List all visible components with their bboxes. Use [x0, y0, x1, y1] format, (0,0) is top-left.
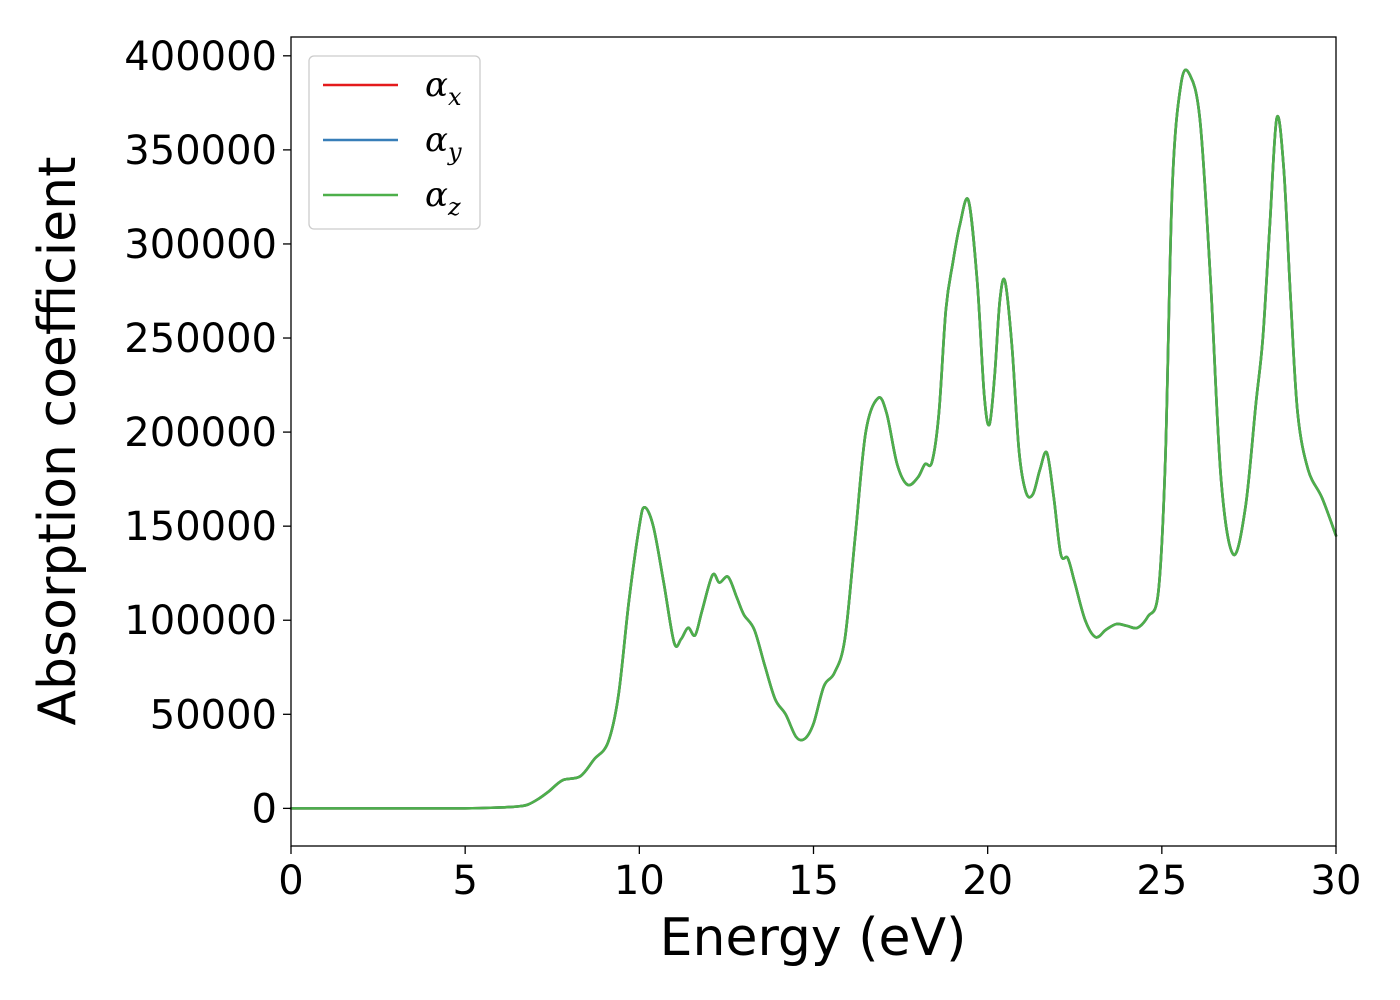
series-layer	[289, 68, 1338, 810]
legend-subscript: y	[447, 138, 462, 166]
y-tick-label: 100000	[124, 598, 277, 644]
legend-label-x: αx	[425, 65, 462, 111]
legend-label-y: αy	[425, 120, 462, 166]
y-tick-label: 250000	[124, 316, 277, 362]
legend-subscript: z	[447, 193, 461, 221]
y-tick-label: 150000	[124, 504, 277, 550]
legend-symbol: α	[425, 120, 448, 160]
y-tick-label: 200000	[124, 410, 277, 456]
legend-subscript: x	[448, 83, 462, 111]
x-tick-label: 0	[278, 858, 303, 904]
series-line-z	[289, 68, 1338, 810]
x-tick-label: 5	[452, 858, 477, 904]
x-tick-label: 10	[614, 858, 665, 904]
x-tick-label: 20	[962, 858, 1013, 904]
y-tick-label: 0	[252, 786, 277, 832]
legend-label-z: αz	[425, 175, 461, 221]
legend-symbol: α	[425, 175, 448, 215]
x-tick-label: 25	[1136, 858, 1187, 904]
x-axis: 0 5 10 15 20 25 30	[278, 846, 1361, 904]
y-axis: 0 50000 100000 150000 200000 250000 300000 3500…	[124, 34, 291, 832]
y-tick-label: 300000	[124, 222, 277, 268]
x-axis-title: Energy (eV)	[660, 908, 967, 968]
x-tick-label: 15	[788, 858, 839, 904]
y-tick-label: 350000	[124, 128, 277, 174]
y-tick-label: 50000	[150, 692, 277, 738]
y-axis-title: Absorption coefficient	[28, 156, 88, 725]
legend-box	[308, 55, 481, 230]
legend-symbol: α	[425, 65, 448, 105]
y-tick-label: 400000	[124, 34, 277, 80]
x-tick-label: 30	[1311, 858, 1362, 904]
